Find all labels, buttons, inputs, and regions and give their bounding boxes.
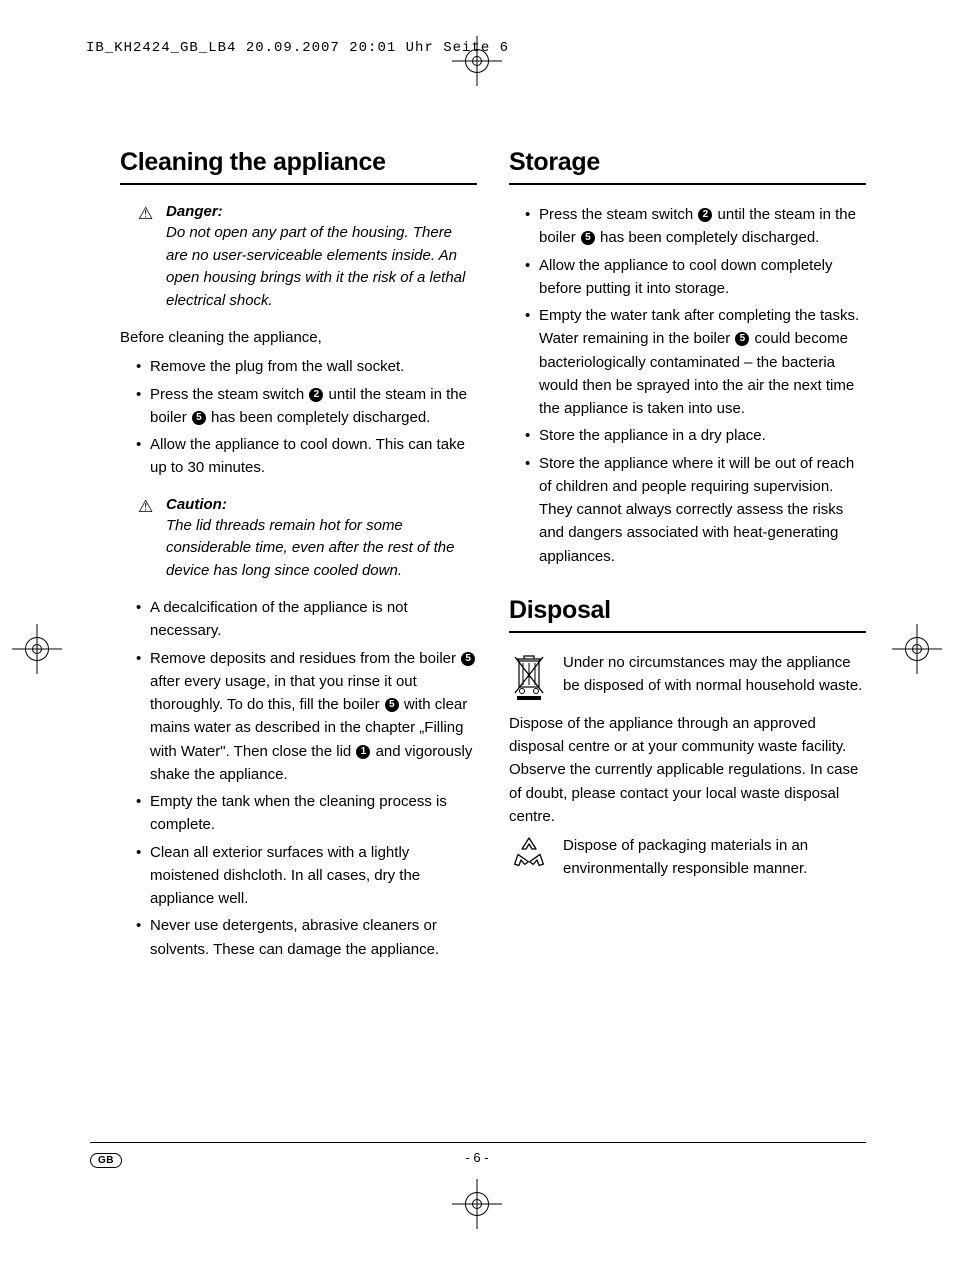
caution-block: ⚠ Caution: The lid threads remain hot fo… <box>138 496 477 583</box>
list-item: Remove deposits and residues from the bo… <box>150 647 477 787</box>
disposal-recycle-text: Dispose of packaging materials in an env… <box>563 834 866 881</box>
page-body: Cleaning the appliance ⚠ Danger: Do not … <box>120 148 866 1143</box>
registration-mark-top <box>458 42 496 80</box>
registration-mark-right <box>898 630 936 668</box>
list-item: Empty the tank when the cleaning process… <box>150 790 477 837</box>
caution-label: Caution: <box>166 496 477 513</box>
warning-triangle-icon: ⚠ <box>138 496 156 583</box>
ref-icon-2: 2 <box>309 388 323 402</box>
right-column: Storage Press the steam switch 2 until t… <box>509 148 866 1143</box>
cleaning-pre-list: Remove the plug from the wall socket. Pr… <box>120 355 477 479</box>
list-item: Store the appliance in a dry place. <box>539 424 866 447</box>
ref-icon-5: 5 <box>192 411 206 425</box>
heading-disposal: Disposal <box>509 596 866 633</box>
heading-cleaning: Cleaning the appliance <box>120 148 477 185</box>
storage-list: Press the steam switch 2 until the steam… <box>509 203 866 568</box>
disposal-paragraph: Dispose of the appliance through an appr… <box>509 712 866 828</box>
page-number: - 6 - <box>465 1150 488 1165</box>
region-badge: GB <box>90 1153 122 1168</box>
ref-icon-5: 5 <box>581 231 595 245</box>
danger-body: Do not open any part of the housing. The… <box>166 222 477 312</box>
ref-icon-5: 5 <box>385 698 399 712</box>
warning-triangle-icon: ⚠ <box>138 203 156 312</box>
cleaning-intro: Before cleaning the appliance, <box>120 326 477 349</box>
registration-mark-bottom <box>458 1185 496 1223</box>
list-item: Allow the appliance to cool down complet… <box>539 254 866 301</box>
print-header-slug: IB_KH2424_GB_LB4 20.09.2007 20:01 Uhr Se… <box>86 40 509 56</box>
list-item: Clean all exterior surfaces with a light… <box>150 841 477 911</box>
ref-icon-5: 5 <box>461 652 475 666</box>
heading-storage: Storage <box>509 148 866 185</box>
registration-mark-left <box>18 630 56 668</box>
list-item: Empty the water tank after completing th… <box>539 304 866 420</box>
disposal-recycle-row: Dispose of packaging materials in an env… <box>509 834 866 881</box>
disposal-bin-text: Under no circumstances may the appliance… <box>563 651 866 706</box>
recycle-icon <box>509 834 551 881</box>
list-item: Never use detergents, abrasive cleaners … <box>150 914 477 961</box>
ref-icon-1: 1 <box>356 745 370 759</box>
footer-rule <box>90 1142 866 1143</box>
ref-icon-2: 2 <box>698 208 712 222</box>
list-item: Press the steam switch 2 until the steam… <box>150 383 477 430</box>
list-item: Press the steam switch 2 until the steam… <box>539 203 866 250</box>
left-column: Cleaning the appliance ⚠ Danger: Do not … <box>120 148 477 1143</box>
list-item: A decalcification of the appliance is no… <box>150 596 477 643</box>
list-item: Store the appliance where it will be out… <box>539 452 866 568</box>
ref-icon-5: 5 <box>735 332 749 346</box>
list-item: Remove the plug from the wall socket. <box>150 355 477 378</box>
list-item: Allow the appliance to cool down. This c… <box>150 433 477 480</box>
disposal-bin-row: Under no circumstances may the appliance… <box>509 651 866 706</box>
cleaning-post-list: A decalcification of the appliance is no… <box>120 596 477 961</box>
crossed-bin-icon <box>509 651 551 706</box>
danger-block: ⚠ Danger: Do not open any part of the ho… <box>138 203 477 312</box>
caution-body: The lid threads remain hot for some cons… <box>166 515 477 583</box>
danger-label: Danger: <box>166 203 477 220</box>
